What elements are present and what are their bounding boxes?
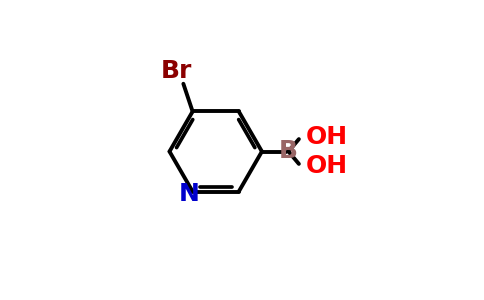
Text: OH: OH [306,125,348,149]
Text: Br: Br [161,59,192,83]
Text: N: N [179,182,199,206]
Text: OH: OH [306,154,348,178]
Text: B: B [279,140,298,164]
